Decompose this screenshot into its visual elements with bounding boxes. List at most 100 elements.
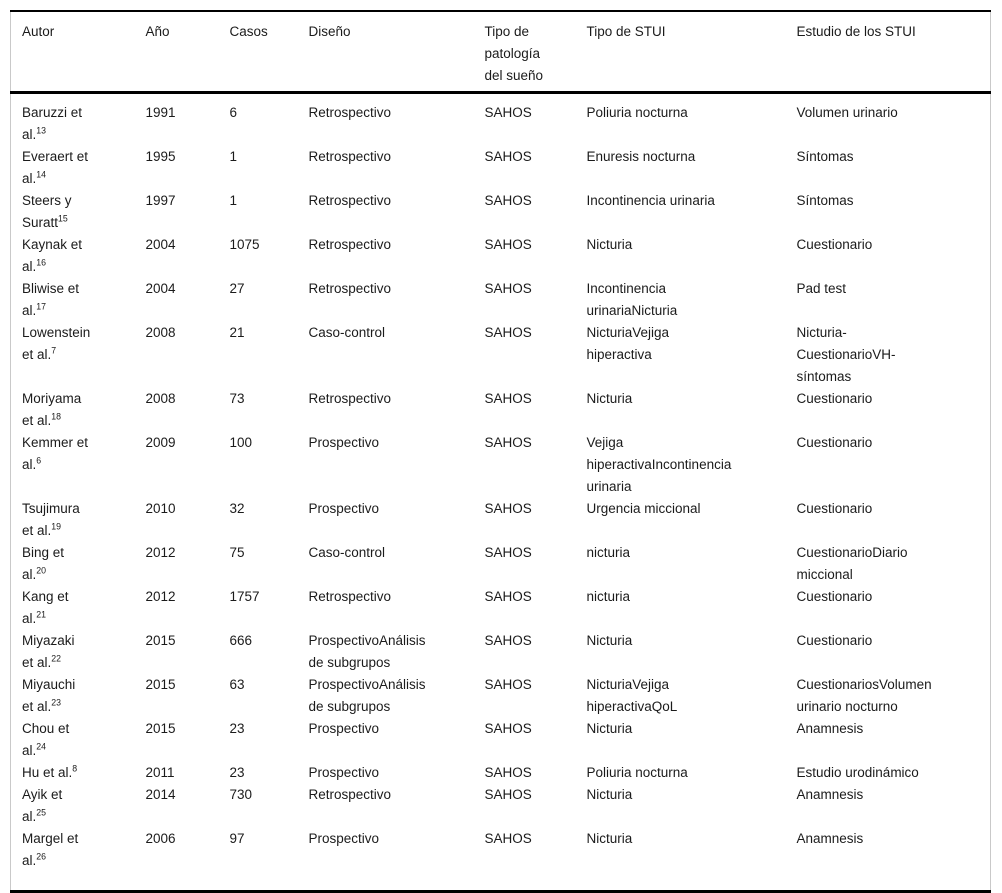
cell-diseno: ProspectivoAnálisis de subgrupos: [308, 633, 426, 670]
author-name: Kaynak et al.: [22, 237, 83, 274]
author-name: Kemmer et al.: [22, 435, 89, 472]
cell-diseno: ProspectivoAnálisis de subgrupos: [308, 677, 426, 714]
cell-patologia: SAHOS: [484, 237, 532, 252]
cell-stui: Nicturia: [586, 831, 633, 846]
cell-estudio: Cuestionario: [796, 435, 873, 450]
cell-estudio: Volumen urinario: [796, 105, 898, 120]
table-row: Hu et al.8 2011 23 Prospectivo SAHOS Poliuria…: [11, 762, 991, 784]
cell-patologia: SAHOS: [484, 545, 532, 560]
author-name: Tsujimura et al.: [22, 501, 80, 538]
cell-ano: 1995: [145, 149, 176, 164]
reference-superscript: 6: [36, 455, 42, 466]
cell-casos: 32: [229, 501, 245, 516]
table-row: Everaert et al.14 1995 1 Retrospectivo SAHOS…: [11, 146, 991, 190]
cell-diseno: Retrospectivo: [308, 787, 392, 802]
table-row: Tsujimura et al.19 2010 32 Prospectivo SAHOS…: [11, 498, 991, 542]
cell-autor: Miyazaki et al.22: [11, 630, 146, 674]
reference-superscript: 19: [51, 521, 62, 532]
col-header-estudio: Estudio de los STUI: [796, 11, 991, 94]
cell-stui: nicturia: [586, 589, 631, 604]
cell-diseno: Retrospectivo: [308, 149, 392, 164]
author-name: Miyazaki et al.: [22, 633, 75, 670]
cell-casos: 23: [229, 765, 245, 780]
author-name: Bing et al.: [22, 545, 65, 582]
cell-stui: Poliuria nocturna: [586, 105, 688, 120]
cell-diseno: Prospectivo: [308, 501, 380, 516]
table-row: Miyauchi et al.23 2015 63 ProspectivoAnális…: [11, 674, 991, 718]
cell-diseno: Caso-control: [308, 325, 386, 340]
table-row: Moriyama et al.18 2008 73 Retrospectivo SAHO…: [11, 388, 991, 432]
author-name: Miyauchi et al.: [22, 677, 76, 714]
cell-estudio: Anamnesis: [796, 787, 864, 802]
cell-stui: NicturiaVejiga hiperactivaQoL: [586, 677, 678, 714]
cell-estudio: CuestionarioDiario miccional: [796, 545, 908, 582]
author-name: Kang et al.: [22, 589, 69, 626]
cell-stui: Incontinencia urinariaNicturia: [586, 281, 678, 318]
reference-superscript: 22: [51, 653, 62, 664]
cell-casos: 1075: [229, 237, 260, 252]
col-header-stui: Tipo de STUI: [586, 11, 797, 94]
cell-ano: 1997: [145, 193, 176, 208]
cell-autor: Baruzzi et al.13: [11, 93, 146, 147]
table-row: Chou et al.24 2015 23 Prospectivo SAHOS Nictu…: [11, 718, 991, 762]
reference-superscript: 13: [36, 125, 47, 136]
cell-autor: Hu et al.8: [11, 762, 146, 784]
table-row: Ayik et al.25 2014 730 Retrospectivo SAHOS Ni…: [11, 784, 991, 828]
table-row: Lowenstein et al.7 2008 21 Caso-control SAHO…: [11, 322, 991, 388]
table-row: Miyazaki et al.22 2015 666 ProspectivoAnáli…: [11, 630, 991, 674]
cell-casos: 23: [229, 721, 245, 736]
reference-superscript: 8: [72, 763, 78, 774]
cell-stui: Vejiga hiperactivaIncontinencia urinaria: [586, 435, 732, 494]
cell-autor: Kaynak et al.16: [11, 234, 146, 278]
cell-stui: Nicturia: [586, 633, 633, 648]
studies-table: Autor Año Casos Diseño Tipo de patología…: [10, 10, 991, 893]
author-name: Margel et al.: [22, 831, 79, 868]
cell-ano: 1991: [145, 105, 176, 120]
reference-superscript: 17: [36, 301, 47, 312]
author-name: Lowenstein et al.: [22, 325, 91, 362]
cell-patologia: SAHOS: [484, 105, 532, 120]
author-name: Moriyama et al.: [22, 391, 82, 428]
reference-superscript: 7: [51, 345, 57, 356]
cell-diseno: Prospectivo: [308, 765, 380, 780]
cell-casos: 666: [229, 633, 253, 648]
cell-diseno: Retrospectivo: [308, 193, 392, 208]
cell-patologia: SAHOS: [484, 765, 532, 780]
cell-ano: 2015: [145, 677, 176, 692]
col-header-casos: Casos: [229, 11, 309, 94]
cell-stui: Enuresis nocturna: [586, 149, 696, 164]
cell-ano: 2010: [145, 501, 176, 516]
cell-ano: 2015: [145, 633, 176, 648]
cell-casos: 27: [229, 281, 245, 296]
cell-ano: 2012: [145, 589, 176, 604]
cell-patologia: SAHOS: [484, 677, 532, 692]
cell-estudio: Síntomas: [796, 193, 854, 208]
reference-superscript: 26: [36, 851, 47, 862]
cell-estudio: CuestionariosVolumen urinario nocturno: [796, 677, 932, 714]
col-header-patologia: Tipo de patología del sueño: [484, 11, 587, 94]
cell-stui: nicturia: [586, 545, 631, 560]
cell-estudio: Cuestionario: [796, 501, 873, 516]
table-row: Kemmer et al.6 2009 100 Prospectivo SAHOS Vej…: [11, 432, 991, 498]
cell-ano: 2009: [145, 435, 176, 450]
cell-patologia: SAHOS: [484, 391, 532, 406]
cell-autor: Margel et al.26: [11, 828, 146, 892]
cell-autor: Kemmer et al.6: [11, 432, 146, 498]
author-name: Chou et al.: [22, 721, 70, 758]
table-row: Steers y Suratt15 1997 1 Retrospectivo SAHOS…: [11, 190, 991, 234]
author-name: Hu et al.: [22, 765, 73, 780]
cell-ano: 2006: [145, 831, 176, 846]
cell-stui: Nicturia: [586, 237, 633, 252]
cell-casos: 97: [229, 831, 245, 846]
table-row: Baruzzi et al.13 1991 6 Retrospectivo SAHOS P…: [11, 93, 991, 147]
cell-ano: 2008: [145, 391, 176, 406]
cell-casos: 21: [229, 325, 245, 340]
cell-patologia: SAHOS: [484, 831, 532, 846]
cell-patologia: SAHOS: [484, 149, 532, 164]
cell-ano: 2011: [145, 765, 175, 780]
cell-autor: Bing et al.20: [11, 542, 146, 586]
cell-stui: Nicturia: [586, 721, 633, 736]
cell-stui: Nicturia: [586, 787, 633, 802]
cell-autor: Tsujimura et al.19: [11, 498, 146, 542]
author-name: Steers y Suratt: [22, 193, 72, 230]
